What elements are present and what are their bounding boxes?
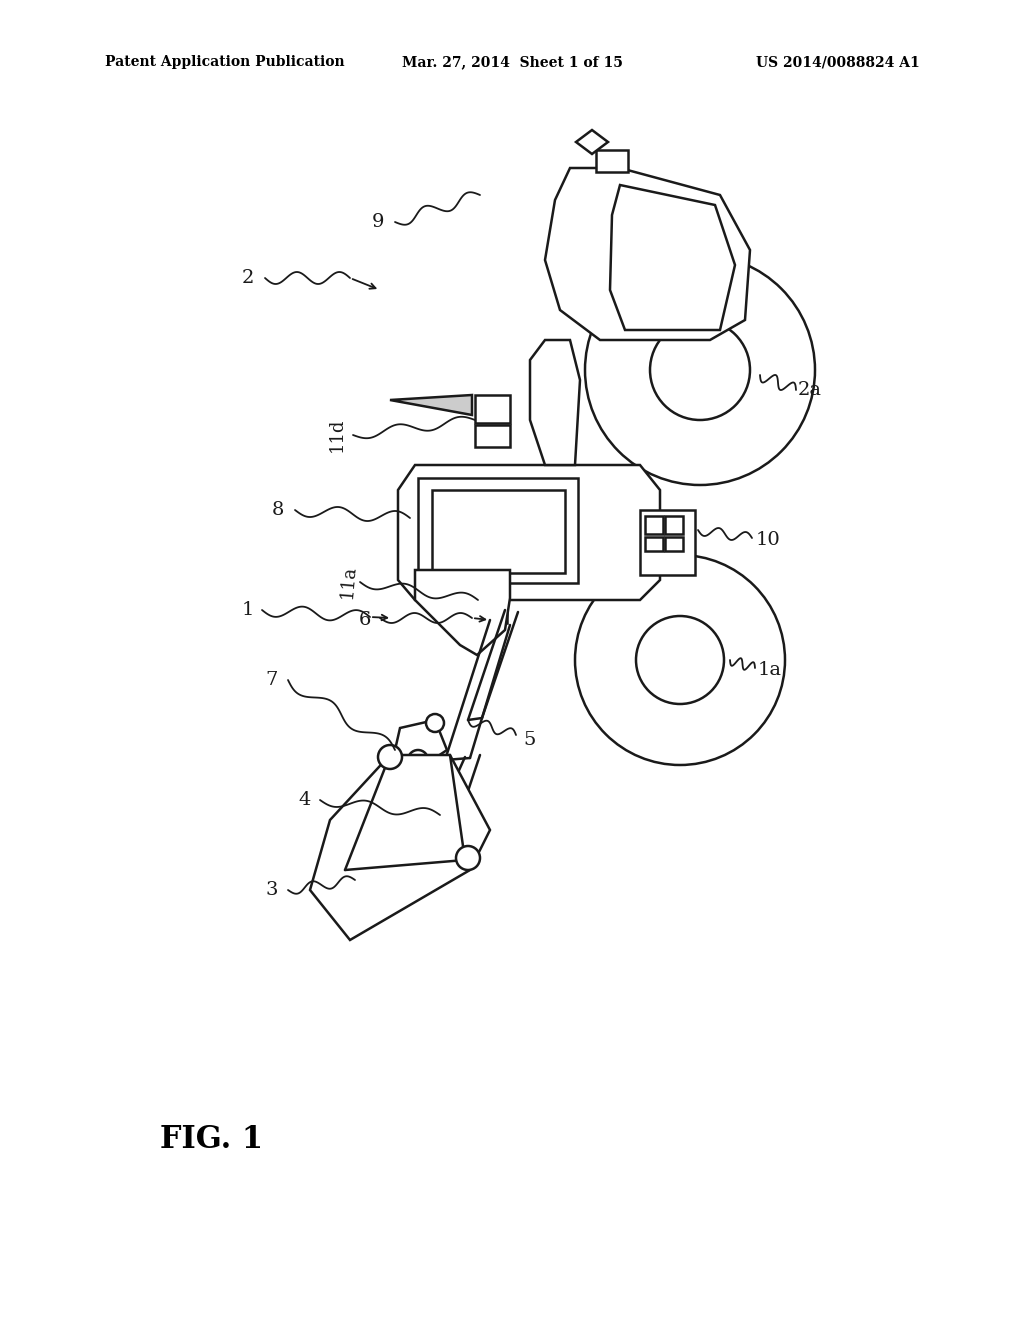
Circle shape [378, 744, 402, 770]
Circle shape [456, 846, 480, 870]
Polygon shape [475, 425, 510, 447]
Polygon shape [596, 150, 628, 172]
Circle shape [636, 616, 724, 704]
Text: Patent Application Publication: Patent Application Publication [105, 55, 345, 69]
Polygon shape [545, 168, 750, 341]
Polygon shape [415, 570, 510, 655]
Text: 10: 10 [756, 531, 780, 549]
Polygon shape [640, 510, 695, 576]
Text: FIG. 1: FIG. 1 [160, 1125, 263, 1155]
Polygon shape [610, 185, 735, 330]
Polygon shape [395, 719, 447, 768]
Text: 2: 2 [242, 269, 254, 286]
Polygon shape [432, 490, 565, 573]
Circle shape [408, 750, 428, 770]
Text: 7: 7 [266, 671, 279, 689]
Text: 1a: 1a [758, 661, 782, 678]
Polygon shape [645, 516, 663, 535]
Text: 11d: 11d [328, 417, 346, 453]
Text: 4: 4 [299, 791, 311, 809]
Text: 11a: 11a [338, 565, 358, 599]
Text: 8: 8 [271, 502, 285, 519]
Polygon shape [390, 395, 472, 414]
Polygon shape [475, 395, 510, 422]
Polygon shape [310, 755, 490, 940]
Circle shape [431, 821, 453, 843]
Text: 5: 5 [524, 731, 537, 748]
Text: 6: 6 [358, 611, 371, 630]
Polygon shape [477, 595, 507, 623]
Circle shape [575, 554, 785, 766]
Text: 3: 3 [266, 880, 279, 899]
Text: Mar. 27, 2014  Sheet 1 of 15: Mar. 27, 2014 Sheet 1 of 15 [401, 55, 623, 69]
Circle shape [426, 714, 444, 733]
Circle shape [650, 319, 750, 420]
Polygon shape [530, 341, 580, 465]
Polygon shape [398, 465, 660, 601]
Text: US 2014/0088824 A1: US 2014/0088824 A1 [757, 55, 920, 69]
Polygon shape [665, 516, 683, 535]
Polygon shape [575, 129, 608, 154]
Polygon shape [645, 537, 663, 550]
Polygon shape [418, 478, 578, 583]
Text: 2a: 2a [798, 381, 822, 399]
Text: 1: 1 [242, 601, 254, 619]
Polygon shape [665, 537, 683, 550]
Circle shape [585, 255, 815, 484]
Text: 9: 9 [372, 213, 384, 231]
